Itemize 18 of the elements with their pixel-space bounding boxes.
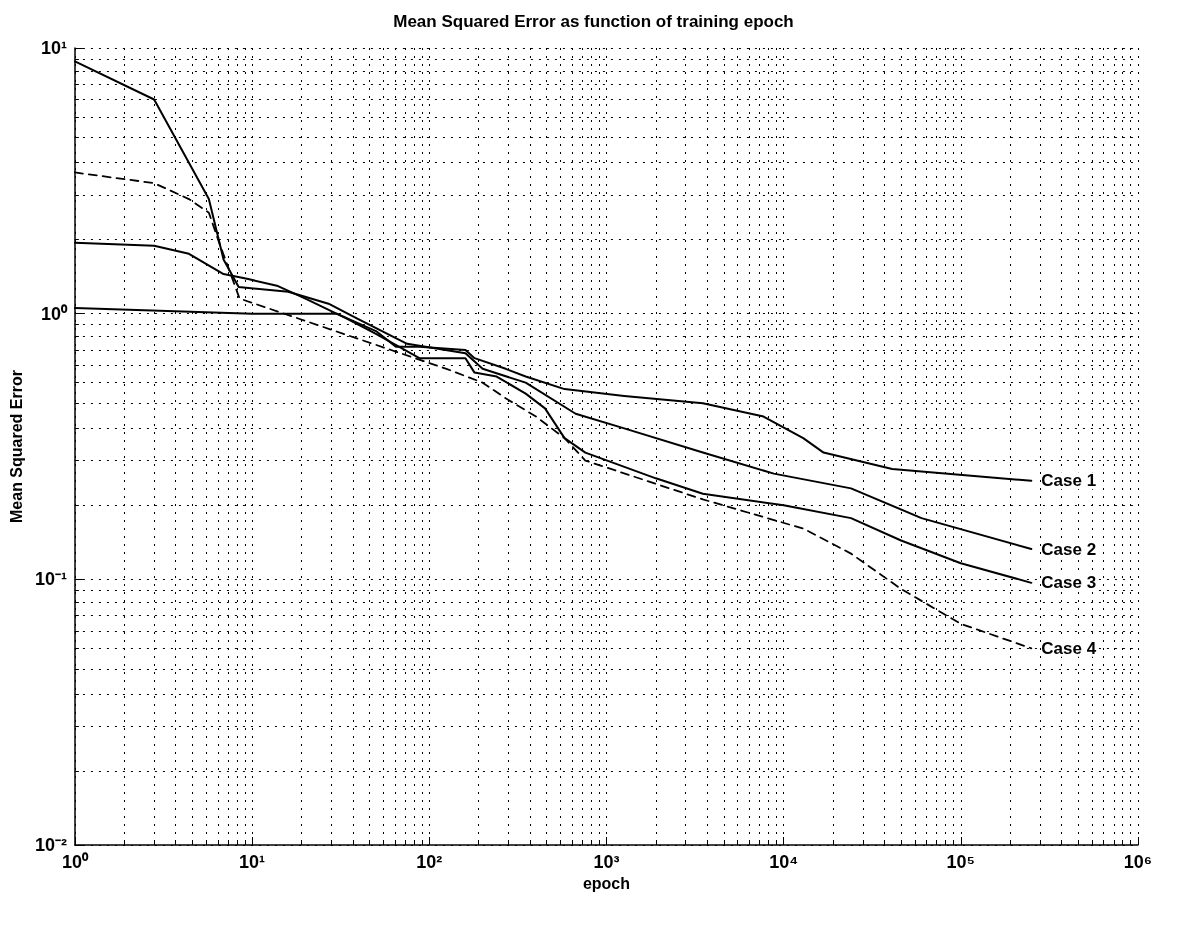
x-axis-title: epoch	[582, 875, 631, 893]
y-tick-label: 10⁻²	[34, 835, 67, 855]
x-tick-label: 10⁰	[61, 852, 89, 872]
y-tick-label: 10⁻¹	[34, 569, 67, 590]
series-label: Case 3	[1041, 573, 1097, 593]
y-tick-label: 10¹	[40, 38, 67, 58]
x-tick-label: 10⁴	[769, 852, 799, 872]
series-label: Case 2	[1041, 539, 1097, 559]
x-tick-label: 10³	[593, 852, 620, 872]
series-label: Case 4	[1041, 638, 1097, 658]
x-tick-label: 10²	[416, 852, 443, 872]
y-tick-label: 10⁰	[40, 303, 68, 324]
x-tick-label: 10⁶	[1123, 852, 1153, 872]
y-axis-title: Mean Squared Error	[7, 370, 25, 523]
x-tick-label: 10¹	[239, 852, 266, 872]
chart-title: Mean Squared Error as function of training epoch	[393, 12, 794, 31]
x-tick-label: 10⁵	[946, 852, 976, 872]
series-label: Case 1	[1041, 471, 1097, 491]
